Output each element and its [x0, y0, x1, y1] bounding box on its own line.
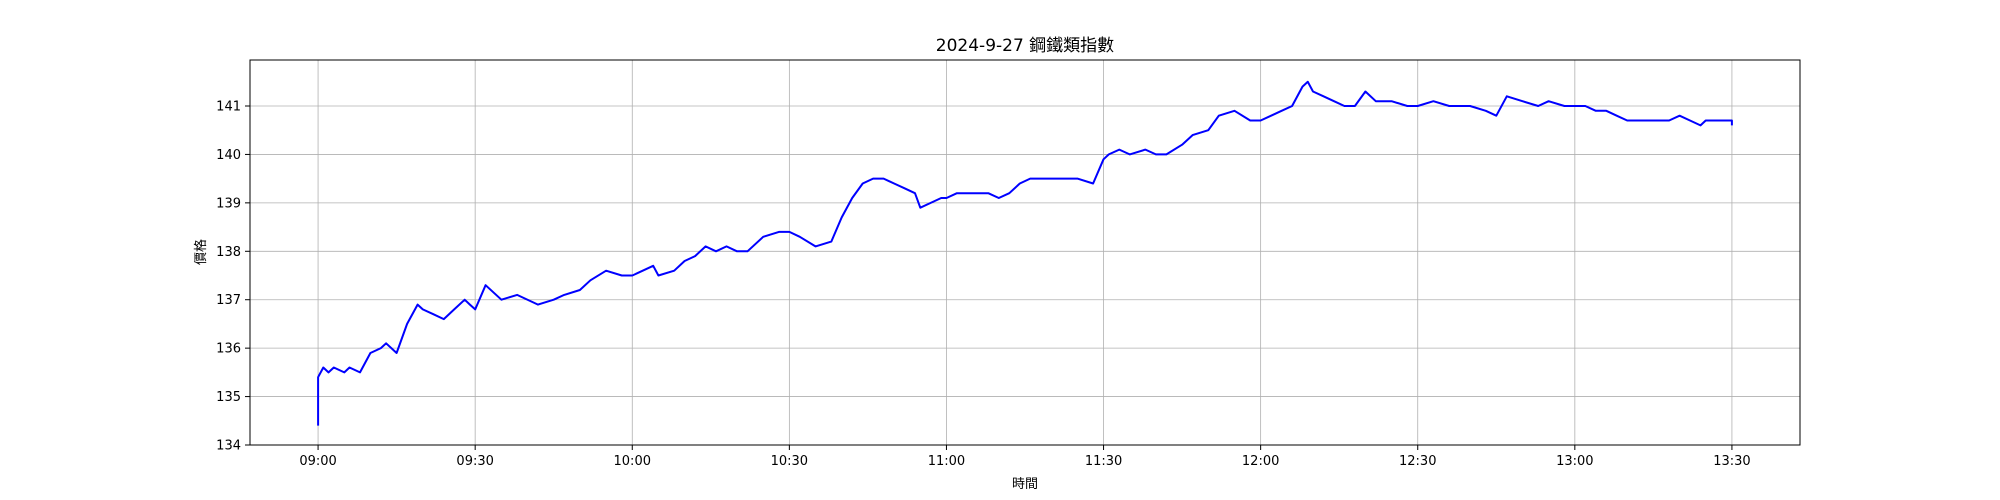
y-tick-label: 141: [216, 100, 241, 115]
y-tick-label: 137: [216, 293, 241, 308]
chart-title: 2024-9-27 鋼鐵類指數: [936, 36, 1114, 56]
y-axis-label: 價格: [193, 239, 209, 265]
x-tick-label: 11:00: [928, 454, 965, 469]
x-tick-label: 13:00: [1556, 454, 1593, 469]
y-tick-label: 140: [216, 148, 241, 163]
plot-background: [250, 60, 1800, 445]
x-tick-label: 09:30: [456, 454, 493, 469]
plot-frame: [249, 59, 1801, 446]
series-layer: [317, 80, 1733, 426]
x-tick-label: 12:00: [1242, 454, 1279, 469]
y-tick-label: 138: [216, 245, 241, 260]
x-tick-label: 10:00: [614, 454, 651, 469]
x-tick-label: 10:30: [771, 454, 808, 469]
y-tick-label: 139: [216, 196, 241, 211]
y-axis: 134 135 136 137 138 139 140 141: [216, 100, 250, 454]
x-axis-label: 時間: [1012, 477, 1038, 492]
x-axis: 09:00 09:30 10:00 10:30 11:00 11:30 12:00 12:30…: [299, 445, 1751, 469]
y-tick-label: 136: [216, 342, 241, 357]
x-tick-label: 13:30: [1713, 454, 1750, 469]
y-tick-label: 134: [216, 439, 241, 454]
y-tick-label: 135: [216, 390, 241, 405]
x-tick-label: 09:00: [299, 454, 336, 469]
series-line-0: [317, 80, 1733, 426]
x-tick-label: 11:30: [1085, 454, 1122, 469]
x-tick-label: 12:30: [1399, 454, 1436, 469]
